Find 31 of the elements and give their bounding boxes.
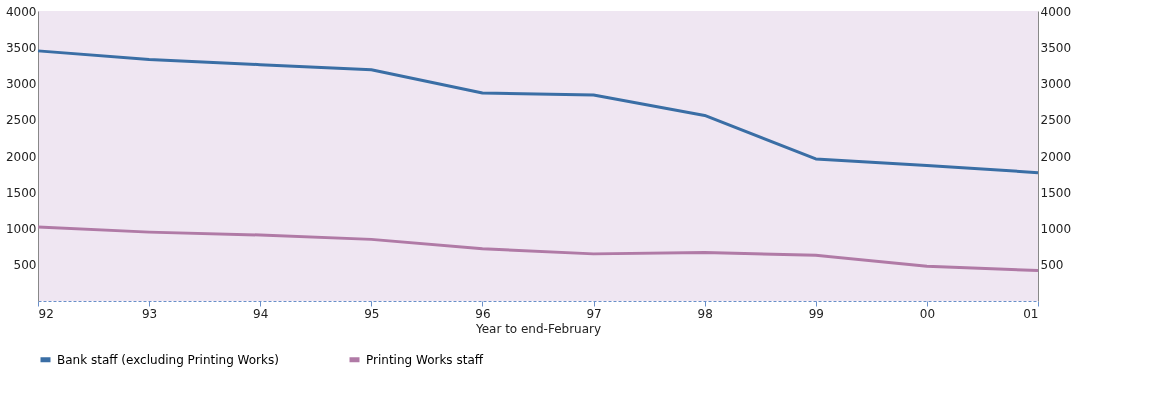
x-tick-label: 92 — [38, 306, 54, 321]
x-tick-label: 95 — [364, 306, 380, 321]
y-tick-label: 500 — [13, 258, 37, 273]
x-tick-label: 97 — [586, 306, 602, 321]
y2-tick-label: 3000 — [1040, 77, 1072, 91]
x-tick-label: 99 — [808, 306, 824, 321]
y-tick-label: 1000 — [5, 222, 37, 236]
line-series — [36, 225, 1040, 273]
x-tick-label: 94 — [253, 306, 269, 321]
y-tick-label: 3000 — [5, 77, 37, 91]
y2-tick-label: 2500 — [1040, 113, 1072, 128]
y-tick-label: 1500 — [5, 185, 37, 200]
x-tick-label: 01 — [1023, 306, 1039, 321]
legend-label: Printing Works staff — [366, 352, 484, 367]
y2-tick-label: 2000 — [1040, 149, 1072, 164]
x-tick-label: 93 — [141, 306, 158, 321]
y-tick-label: 3500 — [5, 40, 37, 55]
line-series — [36, 49, 1040, 175]
y2-tick-label: 500 — [1040, 258, 1064, 273]
y2-tick-label: 1500 — [1040, 185, 1072, 200]
y2-tick-label: 4000 — [1040, 4, 1072, 19]
y-tick-label: 4000 — [5, 4, 37, 19]
legend-label: Bank staff (excluding Printing Works) — [57, 352, 279, 367]
y2-tick-label: 1000 — [1040, 222, 1072, 236]
x-tick-label: 00 — [919, 306, 936, 321]
x-tick-label: 96 — [475, 306, 491, 321]
x-tick-label: 98 — [697, 306, 713, 321]
y-tick-label: 2000 — [5, 149, 37, 164]
y2-tick-label: 3500 — [1040, 40, 1072, 55]
x-axis-title: Year to end-February — [474, 321, 602, 336]
y-tick-label: 2500 — [5, 113, 37, 128]
